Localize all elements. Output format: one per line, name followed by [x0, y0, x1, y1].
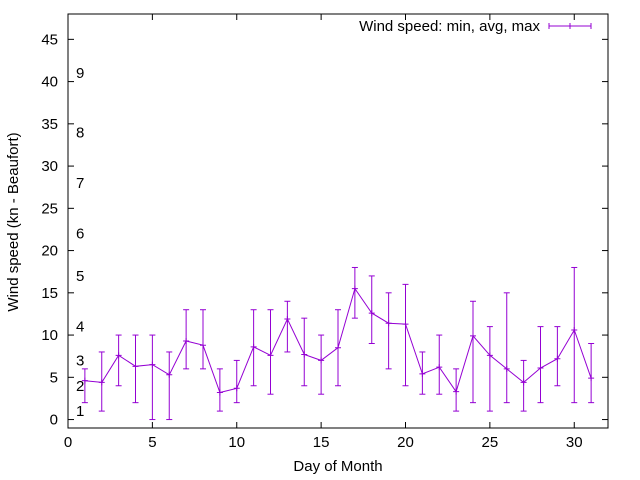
data-point [537, 365, 544, 372]
data-point [520, 379, 527, 386]
x-tick-label: 0 [64, 434, 72, 451]
plot-border [67, 13, 609, 429]
data-point [588, 375, 595, 382]
data-point [571, 326, 578, 333]
x-axis-label: Day of Month [293, 458, 382, 475]
y-tick-label: 40 [41, 74, 58, 91]
data-point [335, 344, 341, 351]
data-point [486, 352, 493, 359]
data-point [98, 379, 105, 386]
data-point [267, 352, 274, 359]
data-point [554, 355, 561, 362]
y-tick-label: 35 [41, 116, 58, 133]
beaufort-label: 1 [76, 403, 84, 420]
beaufort-label: 7 [76, 175, 84, 192]
legend-marker [567, 23, 573, 29]
y-tick-label: 25 [41, 200, 58, 217]
y-tick-label: 45 [41, 31, 58, 48]
y-axis-label: Wind speed (kn - Beaufort) [5, 132, 22, 311]
x-tick-label: 30 [566, 434, 583, 451]
data-point [149, 361, 156, 368]
data-point [368, 310, 375, 317]
y-tick-label: 0 [50, 412, 58, 429]
data-point [385, 320, 392, 327]
data-point [436, 364, 443, 371]
beaufort-label: 2 [76, 378, 84, 395]
beaufort-label: 8 [76, 124, 84, 141]
data-point [115, 352, 122, 359]
data-point [132, 363, 139, 370]
data-point [318, 357, 325, 364]
y-tick-label: 10 [41, 327, 58, 344]
data-point [284, 316, 291, 323]
legend-label: Wind speed: min, avg, max [359, 18, 540, 35]
data-point [250, 343, 257, 350]
beaufort-scale: 1 2 3 4 5 6 7 8 9 [76, 65, 84, 420]
y-tick-label: 5 [50, 369, 58, 386]
beaufort-label: 3 [76, 352, 84, 369]
data-point [166, 371, 173, 378]
data-point [419, 370, 426, 377]
y-tick-label: 30 [41, 158, 58, 175]
series-wind-speed [81, 266, 595, 421]
data-point [351, 285, 358, 292]
data-point [301, 351, 308, 358]
legend: Wind speed: min, avg, max [359, 18, 592, 35]
y-tick-label: 15 [41, 285, 58, 302]
data-point [200, 342, 206, 349]
beaufort-label: 4 [76, 319, 84, 336]
beaufort-label: 6 [76, 226, 84, 243]
beaufort-label: 9 [76, 65, 84, 82]
beaufort-label: 5 [76, 268, 84, 285]
data-point [233, 385, 240, 392]
data-point [503, 365, 510, 372]
data-point [183, 337, 190, 344]
data-point [470, 332, 476, 339]
y-tick-label: 20 [41, 243, 58, 260]
data-point [216, 389, 223, 396]
x-tick-label: 20 [397, 434, 414, 451]
data-point [453, 388, 460, 395]
data-point [402, 321, 409, 328]
x-tick-label: 5 [148, 434, 156, 451]
x-tick-label: 10 [228, 434, 245, 451]
data-point [81, 377, 88, 384]
x-tick-label: 15 [313, 434, 330, 451]
x-tick-label: 25 [482, 434, 499, 451]
